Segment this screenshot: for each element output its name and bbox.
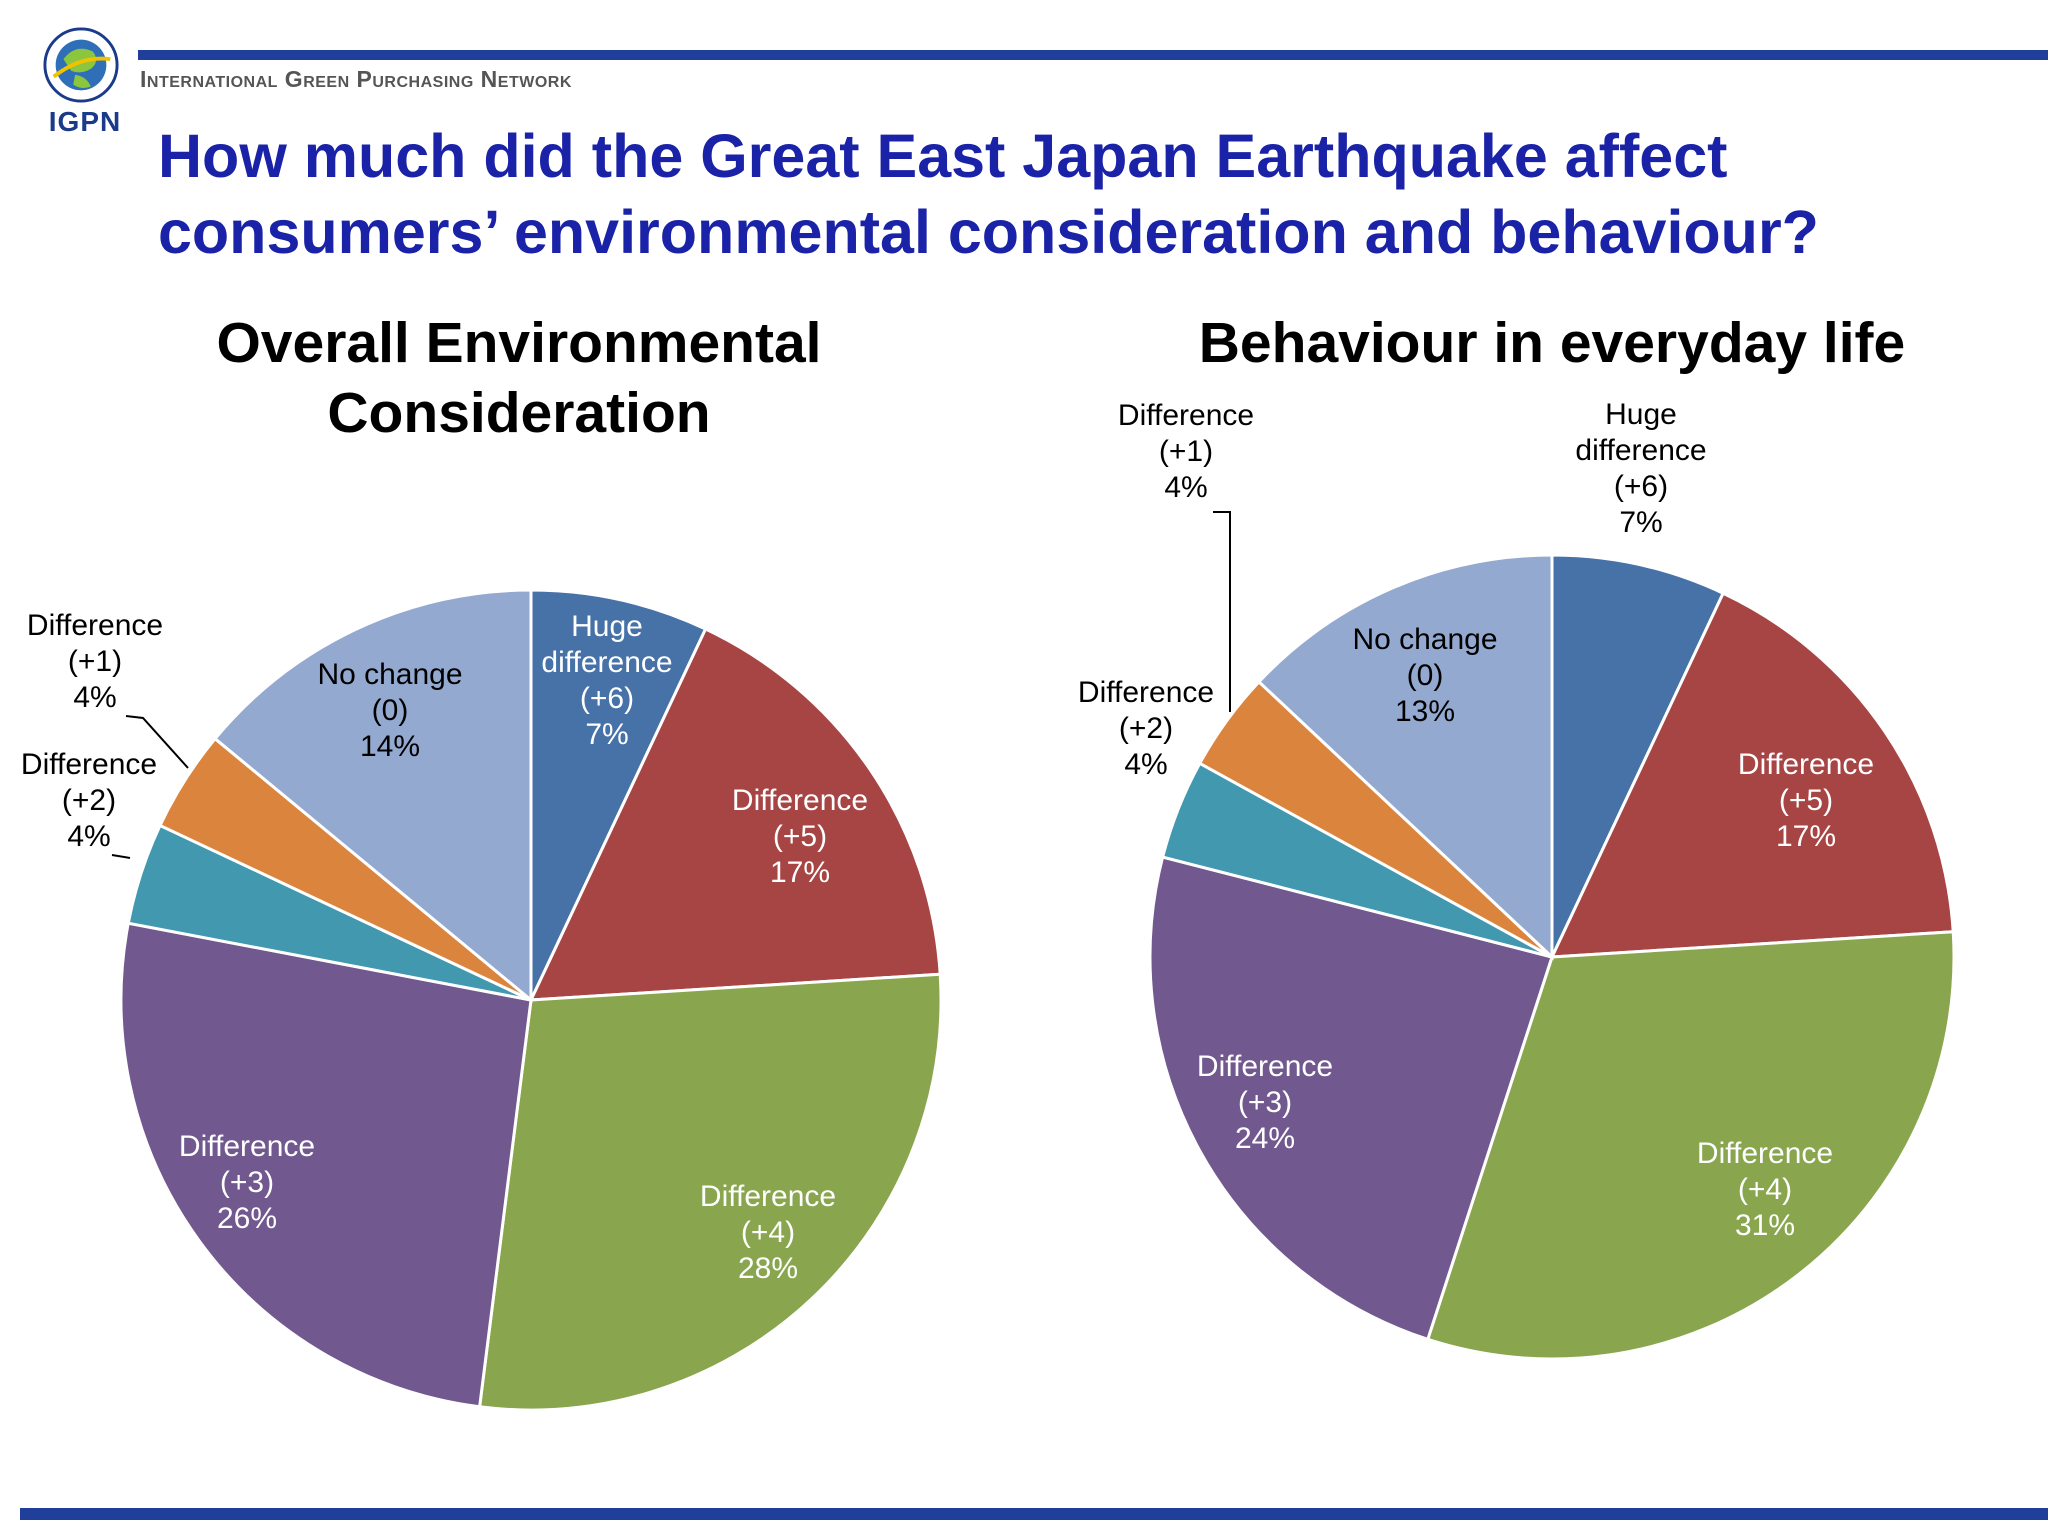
top-rule [138, 50, 2048, 60]
slice-percent: 7% [1619, 506, 1662, 539]
leader-line [111, 854, 131, 859]
slice-label-line: difference [1575, 434, 1706, 467]
slice-label: Difference (+5) 17% [1738, 748, 1874, 853]
slice-label-line: Difference [1738, 748, 1874, 781]
slice-label-line: Difference [179, 1130, 315, 1163]
slide-title-line-2: consumers’ environmental consideration a… [158, 198, 1819, 266]
slice-label: Difference (+2) 4% [1078, 676, 1214, 781]
pie-slice [1148, 855, 1554, 1342]
pie-slice [212, 588, 533, 1004]
globe-icon [43, 27, 119, 103]
slice-label-line: (+4) [1738, 1173, 1792, 1206]
slice-label-line: (+3) [1238, 1086, 1292, 1119]
slice-label-line: Difference [732, 784, 868, 817]
slice-label: Huge difference (+6) 7% [541, 610, 672, 751]
leader-line [125, 715, 189, 769]
slice-label: Difference (+5) 17% [732, 784, 868, 889]
slice-label: No change (0) 14% [317, 658, 462, 763]
slice-percent: 28% [738, 1252, 798, 1285]
slice-label-line: Difference [700, 1180, 836, 1213]
igpn-logo: IGPN [30, 20, 130, 137]
slice-label-line: (+4) [741, 1216, 795, 1249]
slice-label-line: Difference [27, 609, 163, 642]
chart-title-line: Behaviour in everyday life [1199, 311, 1905, 375]
slice-label-line: (+6) [580, 682, 634, 715]
bottom-rule [20, 1508, 2048, 1520]
chart-title-line: Consideration [327, 381, 710, 445]
pie-slice [1550, 553, 1726, 958]
slice-label: Difference (+1) 4% [27, 609, 163, 714]
slice-percent: 13% [1395, 695, 1455, 728]
slice-percent: 17% [770, 856, 830, 889]
slice-label-line: (+2) [62, 784, 116, 817]
slice-percent: 4% [67, 820, 110, 853]
slice-label-line: (+2) [1119, 712, 1173, 745]
pie-slice [528, 627, 942, 1002]
slice-percent: 24% [1235, 1122, 1295, 1155]
slice-label-line: (+1) [68, 645, 122, 678]
slice-percent: 7% [585, 718, 628, 751]
slice-label-line: (+5) [1779, 784, 1833, 817]
leader-line [1213, 511, 1231, 712]
slice-percent: 4% [1164, 471, 1207, 504]
slice-label-line: (+1) [1159, 435, 1213, 468]
slice-label-line: Difference [1697, 1137, 1833, 1170]
chart-title-line: Overall Environmental [216, 311, 821, 375]
logo-text: IGPN [48, 106, 122, 137]
slide-title: How much did the Great East Japan Earthq… [158, 118, 2018, 270]
slice-label-line: (+6) [1614, 470, 1668, 503]
slide-title-line-1: How much did the Great East Japan Earthq… [158, 122, 1728, 190]
slice-label-line: (0) [372, 694, 409, 727]
slice-percent: 17% [1776, 820, 1836, 853]
pie-slice [1256, 553, 1554, 961]
pie-slice [1549, 591, 1955, 959]
slice-percent: 26% [217, 1202, 277, 1235]
slice-label: Difference (+4) 28% [700, 1180, 836, 1285]
pie-slice [1425, 930, 1956, 1361]
pie-slice [477, 972, 943, 1412]
slice-label-line: Huge [571, 610, 643, 643]
slice-percent: 14% [360, 730, 420, 763]
pie-chart-2: Behaviour in everyday life Huge difference… [1078, 311, 1956, 1361]
slice-label: Huge difference (+6) 7% [1575, 398, 1706, 539]
org-name: International Green Purchasing Network [140, 66, 572, 92]
slice-label: Difference (+4) 31% [1697, 1137, 1833, 1242]
slice-label-line: (0) [1407, 659, 1444, 692]
pie-slice [119, 921, 533, 1409]
slice-label-line: (+3) [220, 1166, 274, 1199]
slice-label-line: No change [317, 658, 462, 691]
slice-label: No change (0) 13% [1352, 623, 1497, 728]
slice-label: Difference (+3) 26% [179, 1130, 315, 1235]
slice-label-line: Difference [1197, 1050, 1333, 1083]
slice-label-line: (+5) [773, 820, 827, 853]
slice-label-line: difference [541, 646, 672, 679]
slice-label-line: Difference [1118, 399, 1254, 432]
slice-label-line: Difference [21, 748, 157, 781]
slice-percent: 4% [1124, 748, 1167, 781]
chart-title: Behaviour in everyday life [1199, 311, 1905, 375]
slice-percent: 31% [1735, 1209, 1795, 1242]
chart-title: Overall Environmental Consideration [216, 311, 821, 445]
slice-label: Difference (+2) 4% [21, 748, 157, 853]
slice-label-line: Huge [1605, 398, 1677, 431]
pie-slice [529, 588, 708, 1001]
pie-chart-1: Overall Environmental Consideration Huge di… [21, 311, 943, 1412]
slice-label-line: No change [1352, 623, 1497, 656]
slice-percent: 4% [73, 681, 116, 714]
slice-label-line: Difference [1078, 676, 1214, 709]
slice-label: Difference (+3) 24% [1197, 1050, 1333, 1155]
slice-label: Difference (+1) 4% [1118, 399, 1254, 504]
